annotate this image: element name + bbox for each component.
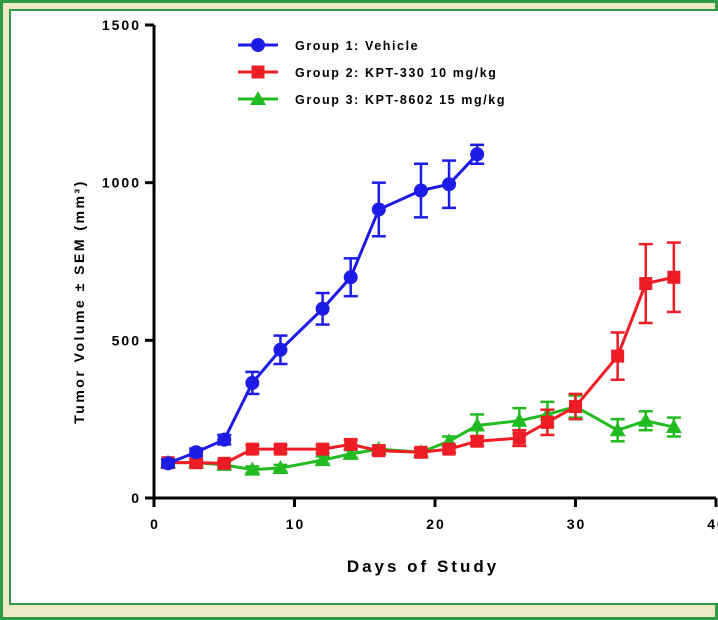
square-data-point	[245, 442, 259, 456]
triangle-data-point	[665, 419, 682, 434]
triangle-data-point	[342, 445, 359, 460]
x-tick-label: 20	[426, 516, 446, 532]
square-data-point	[569, 400, 582, 414]
figure-panel: 0 10 20 30 40 0 500 1000 1500 Days of Study Tumor …	[9, 9, 718, 605]
circle-data-point	[273, 342, 288, 357]
circle-data-point	[161, 456, 176, 471]
square-data-point	[316, 442, 330, 456]
square-data-point	[344, 437, 358, 451]
y-tick-label: 1000	[102, 175, 141, 191]
x-axis-title: Days of Study	[347, 557, 499, 576]
square-series-line	[168, 275, 675, 465]
square-data-point	[540, 415, 554, 429]
triangle-data-point	[244, 461, 261, 476]
tumor-volume-chart: 0 10 20 30 40 0 500 1000 1500 Days of Study Tumor …	[71, 17, 718, 576]
square-data-point	[667, 270, 681, 284]
circle-data-point	[245, 375, 260, 390]
triangle-data-point	[637, 412, 654, 427]
legend-marker	[250, 91, 266, 105]
square-data-point	[217, 456, 231, 470]
circle-data-point	[217, 432, 232, 447]
y-axis-title: Tumor Volume ± SEM (mm³)	[71, 179, 87, 424]
circle-data-point	[371, 202, 386, 217]
square-data-point	[414, 445, 428, 459]
x-tick-label: 30	[567, 516, 587, 532]
x-tick-label: 0	[150, 516, 160, 532]
triangle-data-point	[609, 422, 626, 437]
square-data-point	[372, 444, 386, 458]
square-data-point	[273, 442, 287, 456]
legend-label: Group 2: KPT-330 10 mg/kg	[295, 66, 498, 80]
square-data-point	[512, 431, 526, 445]
square-data-point	[611, 349, 625, 363]
circle-data-point	[343, 270, 358, 285]
x-tick-label: 40	[707, 516, 718, 532]
triangle-series-line	[168, 404, 675, 472]
triangle-data-point	[314, 452, 331, 467]
triangle-data-point	[272, 460, 289, 475]
y-tick-label: 1500	[102, 17, 141, 33]
circle-data-point	[315, 301, 330, 316]
y-tick-label: 0	[131, 490, 141, 506]
legend-label: Group 3: KPT-8602 15 mg/kg	[295, 93, 506, 107]
circle-data-point	[189, 445, 204, 460]
y-tick-label: 500	[112, 332, 141, 348]
square-data-point	[470, 434, 484, 448]
legend-marker	[251, 38, 265, 52]
square-data-point	[639, 277, 653, 291]
legend-marker	[251, 65, 265, 79]
legend-label: Group 1: Vehicle	[295, 39, 419, 53]
square-data-point	[189, 456, 203, 470]
x-tick-label: 10	[286, 516, 306, 532]
triangle-data-point	[469, 417, 486, 432]
circle-data-point	[470, 147, 485, 162]
circle-data-point	[413, 183, 428, 198]
square-data-point	[442, 442, 456, 456]
circle-data-point	[442, 177, 457, 192]
triangle-data-point	[511, 412, 528, 427]
